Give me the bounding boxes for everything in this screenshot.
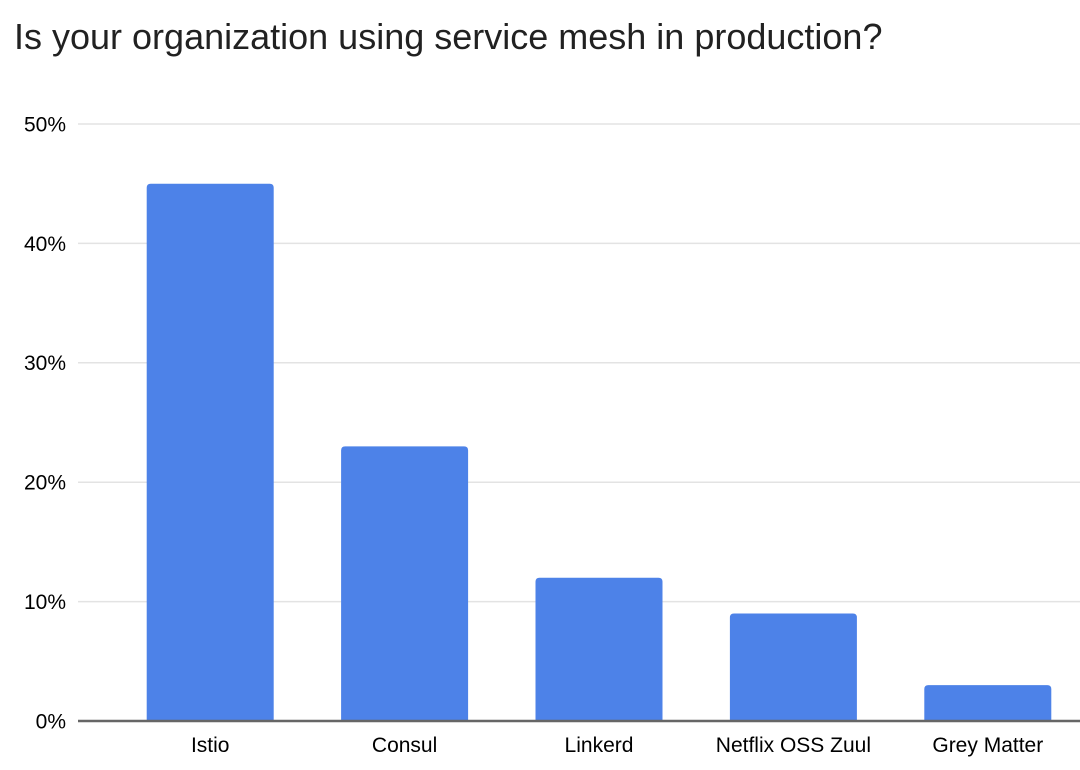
bar-istio (146, 183, 274, 721)
y-tick-label: 20% (24, 472, 66, 495)
y-tick-label: 10% (24, 591, 66, 614)
y-tick-label: 50% (24, 113, 66, 136)
y-tick-label: 30% (24, 352, 66, 375)
chart-title: Is your organization using service mesh … (14, 16, 883, 57)
y-tick-label: 0% (36, 710, 66, 733)
x-axis-label: Consul (372, 734, 437, 757)
bar-consul (341, 446, 469, 721)
bar-linkerd (535, 577, 663, 721)
bar-grey-matter (924, 685, 1052, 721)
x-axis-label: Grey Matter (932, 734, 1043, 757)
x-axis-label: Istio (191, 734, 230, 757)
x-axis-label: Netflix OSS Zuul (716, 734, 871, 757)
bar-netflix-oss-zuul (729, 613, 857, 721)
x-axis-label: Linkerd (565, 734, 634, 757)
y-tick-label: 40% (24, 233, 66, 256)
